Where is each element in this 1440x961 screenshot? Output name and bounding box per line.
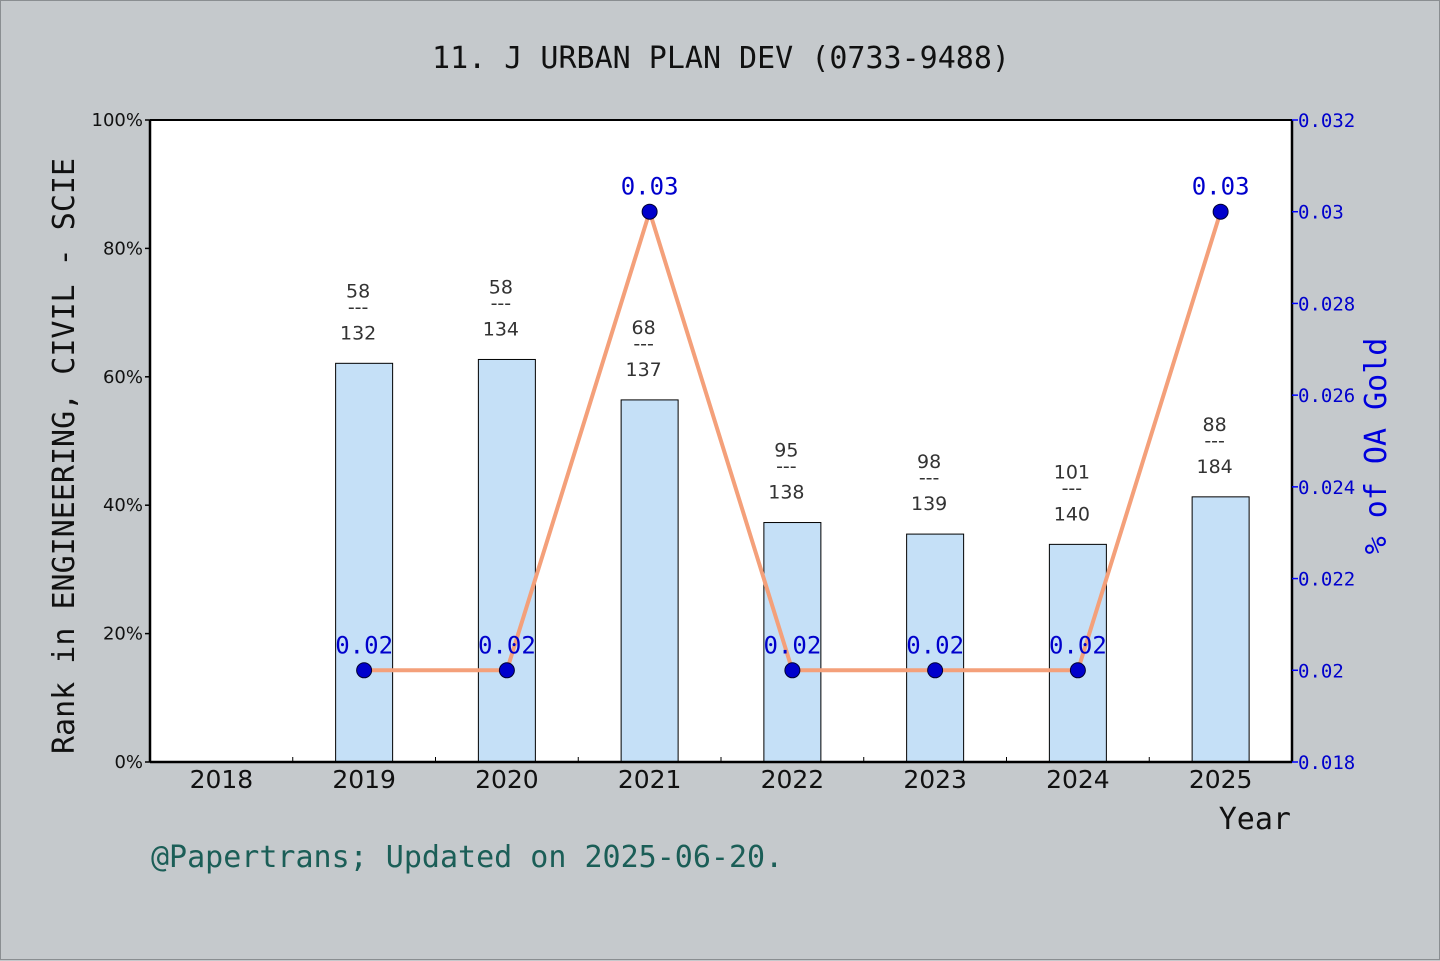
- bar-group: [335, 358, 1250, 763]
- x-tick-label-2023: 2023: [903, 765, 967, 794]
- y-tick-label-left: 20%: [103, 624, 143, 645]
- y-tick-label-right: 0.02: [1298, 660, 1344, 682]
- rank-separator: ---: [491, 292, 512, 314]
- bar-2019: [335, 362, 394, 763]
- rank-numerator: 88: [1203, 414, 1227, 436]
- rank-denominator: 138: [768, 482, 804, 504]
- oa-gold-marker-2025: [1212, 203, 1229, 220]
- rank-separator: ---: [919, 467, 940, 489]
- rank-numerator: 68: [632, 317, 656, 339]
- y-axis-label-right: % of OA Gold: [1359, 338, 1394, 555]
- oa-gold-marker-2022: [784, 662, 801, 679]
- y-tick-label-left: 60%: [103, 367, 143, 388]
- y-tick-label-right: 0.024: [1298, 477, 1355, 499]
- rank-separator: ---: [348, 296, 369, 318]
- rank-denominator: 184: [1196, 456, 1232, 478]
- rank-separator: ---: [776, 456, 797, 478]
- rank-numerator: 58: [346, 280, 370, 302]
- y-tick-label-left: 100%: [92, 110, 143, 131]
- x-tick-label-2020: 2020: [475, 765, 539, 794]
- y-tick-label-left: 0%: [114, 752, 143, 773]
- y-tick-label-right: 0.032: [1298, 110, 1355, 132]
- oa-gold-value-label: 0.02: [478, 631, 536, 659]
- rank-separator: ---: [1062, 477, 1083, 499]
- rank-separator: ---: [1204, 430, 1225, 452]
- oa-gold-marker-2019: [356, 662, 373, 679]
- y-axis-label-left: Rank in ENGINEERING, CIVIL - SCIE: [47, 158, 82, 754]
- x-axis-label: Year: [1219, 802, 1291, 837]
- y-tick-label-right: 0.018: [1298, 752, 1355, 774]
- x-tick-label-2019: 2019: [332, 765, 396, 794]
- rank-denominator: 134: [483, 318, 519, 340]
- x-tick-label-2021: 2021: [618, 765, 682, 794]
- rank-denominator: 137: [625, 359, 661, 381]
- y-tick-label-right: 0.022: [1298, 569, 1355, 591]
- y-tick-label-right: 0.026: [1298, 385, 1355, 407]
- oa-gold-value-label: 0.02: [906, 631, 964, 659]
- x-tick-label-2025: 2025: [1189, 765, 1253, 794]
- axes-group: 0% 20% 40% 60% 80% 100% 0.018 0.02 0.022 0.024 0.0…: [92, 110, 1356, 794]
- oa-gold-value-label: 0.03: [621, 173, 679, 201]
- oa-gold-marker-2024: [1069, 662, 1086, 679]
- y-tick-label-right: 0.03: [1298, 202, 1344, 224]
- bar-2021: [620, 399, 679, 763]
- x-tick-label-2022: 2022: [761, 765, 825, 794]
- rank-numerator: 98: [917, 451, 941, 473]
- y-tick-label-right: 0.028: [1298, 293, 1355, 315]
- bar-2022: [763, 522, 822, 763]
- rank-numerator: 95: [774, 440, 798, 462]
- rank-denominator: 140: [1054, 503, 1090, 525]
- rank-numerator: 101: [1054, 461, 1090, 483]
- rank-separator: ---: [633, 333, 654, 355]
- y-tick-label-left: 80%: [103, 238, 143, 259]
- oa-gold-value-label: 0.02: [763, 631, 821, 659]
- footer-text: @Papertrans; Updated on 2025-06-20.: [151, 840, 783, 875]
- x-tick-label-2024: 2024: [1046, 765, 1110, 794]
- rank-denominator: 132: [340, 322, 376, 344]
- oa-gold-value-label: 0.02: [335, 631, 393, 659]
- oa-gold-value-label: 0.03: [1192, 173, 1250, 201]
- bar-2020: [477, 358, 536, 763]
- oa-gold-value-label: 0.02: [1049, 631, 1107, 659]
- bar-2025: [1191, 496, 1250, 763]
- rank-denominator: 139: [911, 493, 947, 515]
- oa-gold-marker-2020: [498, 662, 515, 679]
- y-tick-label-left: 40%: [103, 495, 143, 516]
- x-tick-label-2018: 2018: [190, 765, 254, 794]
- rank-numerator: 58: [489, 276, 513, 298]
- oa-gold-marker-2021: [641, 203, 658, 220]
- chart-title: 11. J URBAN PLAN DEV (0733-9488): [432, 41, 1010, 76]
- oa-gold-marker-2023: [927, 662, 944, 679]
- line-group: 0.02 0.02 0.03 0.02 0.02 0.02 0.03: [335, 173, 1250, 679]
